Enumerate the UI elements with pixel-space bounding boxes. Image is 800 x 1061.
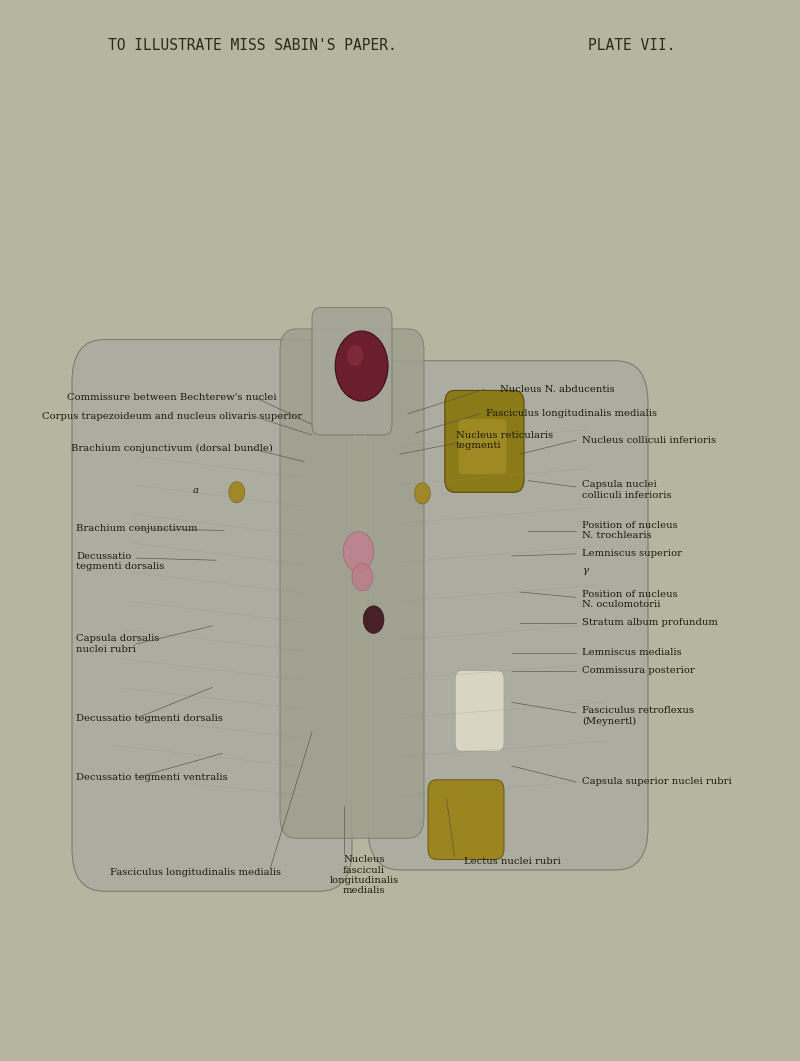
Text: Capsula dorsalis
nuclei rubri: Capsula dorsalis nuclei rubri xyxy=(76,634,159,654)
Text: Decussatio tegmenti ventralis: Decussatio tegmenti ventralis xyxy=(76,773,228,782)
Text: Brachium conjunctivum (dorsal bundle): Brachium conjunctivum (dorsal bundle) xyxy=(71,445,273,453)
Text: Position of nucleus
N. oculomotorii: Position of nucleus N. oculomotorii xyxy=(582,590,678,609)
Text: Brachium conjunctivum: Brachium conjunctivum xyxy=(76,524,198,533)
Text: Lemniscus medialis: Lemniscus medialis xyxy=(582,648,682,657)
Circle shape xyxy=(352,563,373,591)
FancyBboxPatch shape xyxy=(455,671,504,751)
Circle shape xyxy=(414,483,430,504)
FancyBboxPatch shape xyxy=(368,361,648,870)
Text: Nucleus reticularis
tegmenti: Nucleus reticularis tegmenti xyxy=(456,431,553,450)
Text: Fasciculus longitudinalis medialis: Fasciculus longitudinalis medialis xyxy=(110,868,282,876)
Circle shape xyxy=(229,482,245,503)
Text: Decussatio tegmenti dorsalis: Decussatio tegmenti dorsalis xyxy=(76,714,223,723)
Text: Nucleus colliculi inferioris: Nucleus colliculi inferioris xyxy=(582,436,717,445)
Text: TO ILLUSTRATE MISS SABIN'S PAPER.: TO ILLUSTRATE MISS SABIN'S PAPER. xyxy=(108,38,397,53)
FancyBboxPatch shape xyxy=(280,329,424,838)
FancyBboxPatch shape xyxy=(458,419,506,474)
Text: Nucleus N. abducentis: Nucleus N. abducentis xyxy=(500,385,614,394)
Text: Commissura posterior: Commissura posterior xyxy=(582,666,695,675)
Text: a: a xyxy=(193,486,199,494)
Circle shape xyxy=(347,345,363,366)
Text: Capsula nuclei
colliculi inferioris: Capsula nuclei colliculi inferioris xyxy=(582,481,672,500)
Text: Fasciculus retroflexus
(Meynertl): Fasciculus retroflexus (Meynertl) xyxy=(582,707,694,726)
Circle shape xyxy=(343,532,374,572)
Text: Corpus trapezoideum and nucleus olivaris superior: Corpus trapezoideum and nucleus olivaris… xyxy=(42,413,302,421)
Text: Lemniscus superior: Lemniscus superior xyxy=(582,550,682,558)
FancyBboxPatch shape xyxy=(72,340,352,891)
Text: Stratum album profundum: Stratum album profundum xyxy=(582,619,718,627)
Text: Position of nucleus
N. trochlearis: Position of nucleus N. trochlearis xyxy=(582,521,678,540)
Text: Lectus nuclei rubri: Lectus nuclei rubri xyxy=(464,857,561,866)
FancyBboxPatch shape xyxy=(445,390,524,492)
Text: Fasciculus longitudinalis medialis: Fasciculus longitudinalis medialis xyxy=(486,410,658,418)
Text: γ: γ xyxy=(582,567,588,575)
FancyBboxPatch shape xyxy=(312,308,392,435)
FancyBboxPatch shape xyxy=(428,780,504,859)
Text: Decussatio
tegmenti dorsalis: Decussatio tegmenti dorsalis xyxy=(76,552,164,571)
Circle shape xyxy=(335,331,388,401)
Text: Nucleus
fasciculi
longitudinalis
medialis: Nucleus fasciculi longitudinalis mediali… xyxy=(330,855,398,895)
Circle shape xyxy=(363,606,384,633)
Text: Commissure between Bechterew's nuclei: Commissure between Bechterew's nuclei xyxy=(67,394,277,402)
Text: PLATE VII.: PLATE VII. xyxy=(588,38,675,53)
Text: Capsula superior nuclei rubri: Capsula superior nuclei rubri xyxy=(582,778,732,786)
